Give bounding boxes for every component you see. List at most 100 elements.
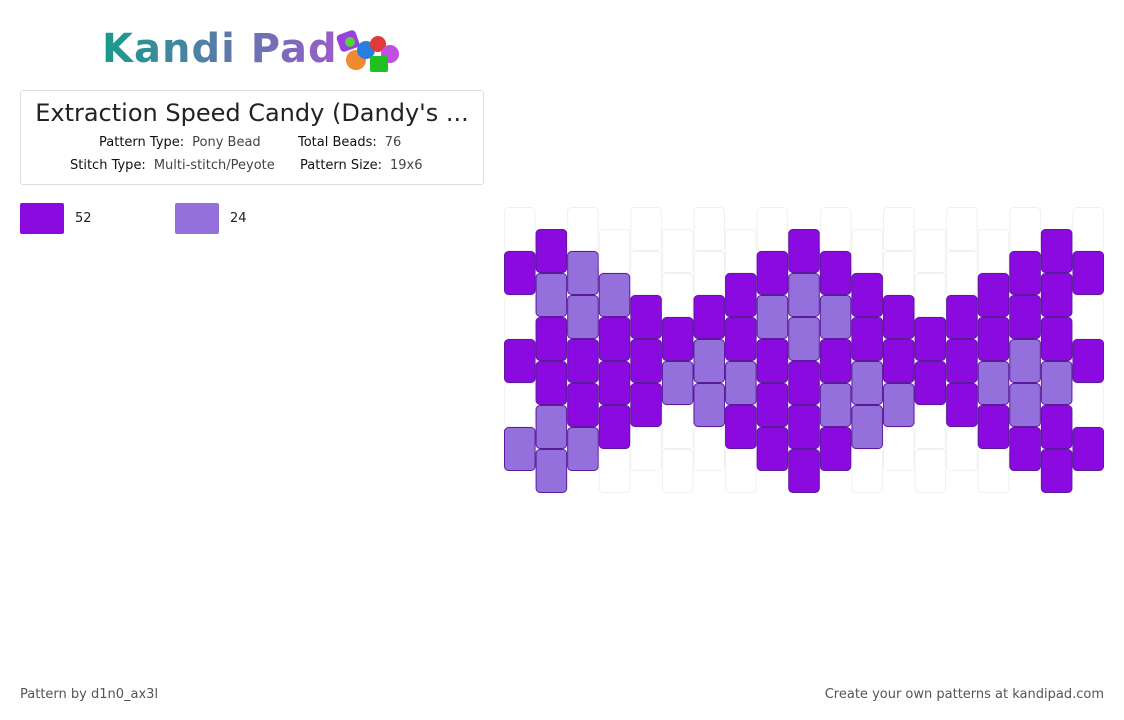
bead [788, 361, 820, 405]
bead [819, 251, 852, 295]
field-label: Stitch Type: [70, 158, 146, 173]
bead [504, 295, 536, 339]
bead [977, 229, 1010, 273]
bead [693, 427, 726, 471]
bead [882, 207, 915, 251]
bead [946, 427, 978, 471]
bead [788, 449, 820, 493]
bead [977, 405, 1010, 449]
bead [1040, 405, 1073, 449]
bead [598, 229, 631, 273]
footer-link: Create your own patterns at kandipad.com [824, 687, 1104, 702]
bead [788, 405, 820, 449]
bead [851, 361, 883, 405]
bead [946, 339, 978, 383]
bead [882, 427, 915, 471]
bead [882, 339, 915, 383]
bead [598, 361, 631, 405]
footer-credit: Pattern by d1n0_ax3l [20, 687, 159, 702]
bead [756, 427, 789, 471]
bead [756, 295, 789, 339]
info-card: Extraction Speed Candy (Dandy's ... Patt… [20, 90, 484, 185]
field: Total Beads: 76 [298, 135, 401, 150]
bead [535, 449, 568, 493]
field-label: Pattern Size: [300, 158, 382, 173]
bead [535, 273, 568, 317]
bead [598, 273, 631, 317]
bead [946, 207, 978, 251]
field-value: Pony Bead [192, 135, 261, 150]
bead [1009, 427, 1041, 471]
bead [598, 317, 631, 361]
bead [1009, 207, 1041, 251]
bead [1009, 251, 1041, 295]
field: Pattern Type: Pony Bead [99, 135, 261, 150]
bead [725, 361, 757, 405]
bead [1040, 273, 1073, 317]
bead [535, 317, 568, 361]
bead [693, 339, 726, 383]
bead [851, 405, 883, 449]
bead [535, 361, 568, 405]
bead [1040, 449, 1073, 493]
color-count: 52 [75, 211, 92, 226]
bead [725, 405, 757, 449]
color-swatch [175, 203, 219, 234]
bead [1040, 361, 1073, 405]
bead [725, 317, 757, 361]
field: Stitch Type: Multi-stitch/Peyote [70, 158, 275, 173]
bead [882, 295, 915, 339]
bead [725, 449, 757, 493]
bead [914, 449, 947, 493]
bead [504, 339, 536, 383]
bead [567, 251, 599, 295]
logo-icon [336, 30, 399, 72]
bead [693, 251, 726, 295]
bead [756, 207, 789, 251]
color-swatch [20, 203, 64, 234]
bead [1072, 339, 1105, 383]
bead [946, 383, 978, 427]
bead [946, 295, 978, 339]
bead [977, 273, 1010, 317]
bead [693, 207, 726, 251]
bead [1040, 229, 1073, 273]
bead [851, 273, 883, 317]
bead [851, 449, 883, 493]
bead [598, 405, 631, 449]
pattern-title: Extraction Speed Candy (Dandy's ... [35, 99, 469, 127]
field-value: 19x6 [389, 158, 423, 173]
bead [1009, 295, 1041, 339]
bead [535, 405, 568, 449]
bead [725, 273, 757, 317]
bead [1040, 317, 1073, 361]
bead [756, 339, 789, 383]
bead [819, 427, 852, 471]
bead [914, 273, 947, 317]
bead [851, 229, 883, 273]
bead [977, 317, 1010, 361]
bead [661, 449, 694, 493]
bead [661, 361, 694, 405]
bead [1072, 383, 1105, 427]
bead [1072, 295, 1105, 339]
bead [914, 361, 947, 405]
bead [630, 251, 662, 295]
bead [946, 251, 978, 295]
bead-grid [504, 207, 1105, 493]
bead [630, 207, 662, 251]
logo: Kandi Pad [102, 26, 338, 72]
bead [661, 229, 694, 273]
bead [661, 405, 694, 449]
bead [598, 449, 631, 493]
field-label: Total Beads: [298, 135, 377, 150]
bead [504, 207, 536, 251]
bead [882, 383, 915, 427]
bead [504, 383, 536, 427]
bead [788, 229, 820, 273]
bead [1009, 383, 1041, 427]
bead [693, 295, 726, 339]
field-value: 76 [384, 135, 402, 150]
bead [693, 383, 726, 427]
